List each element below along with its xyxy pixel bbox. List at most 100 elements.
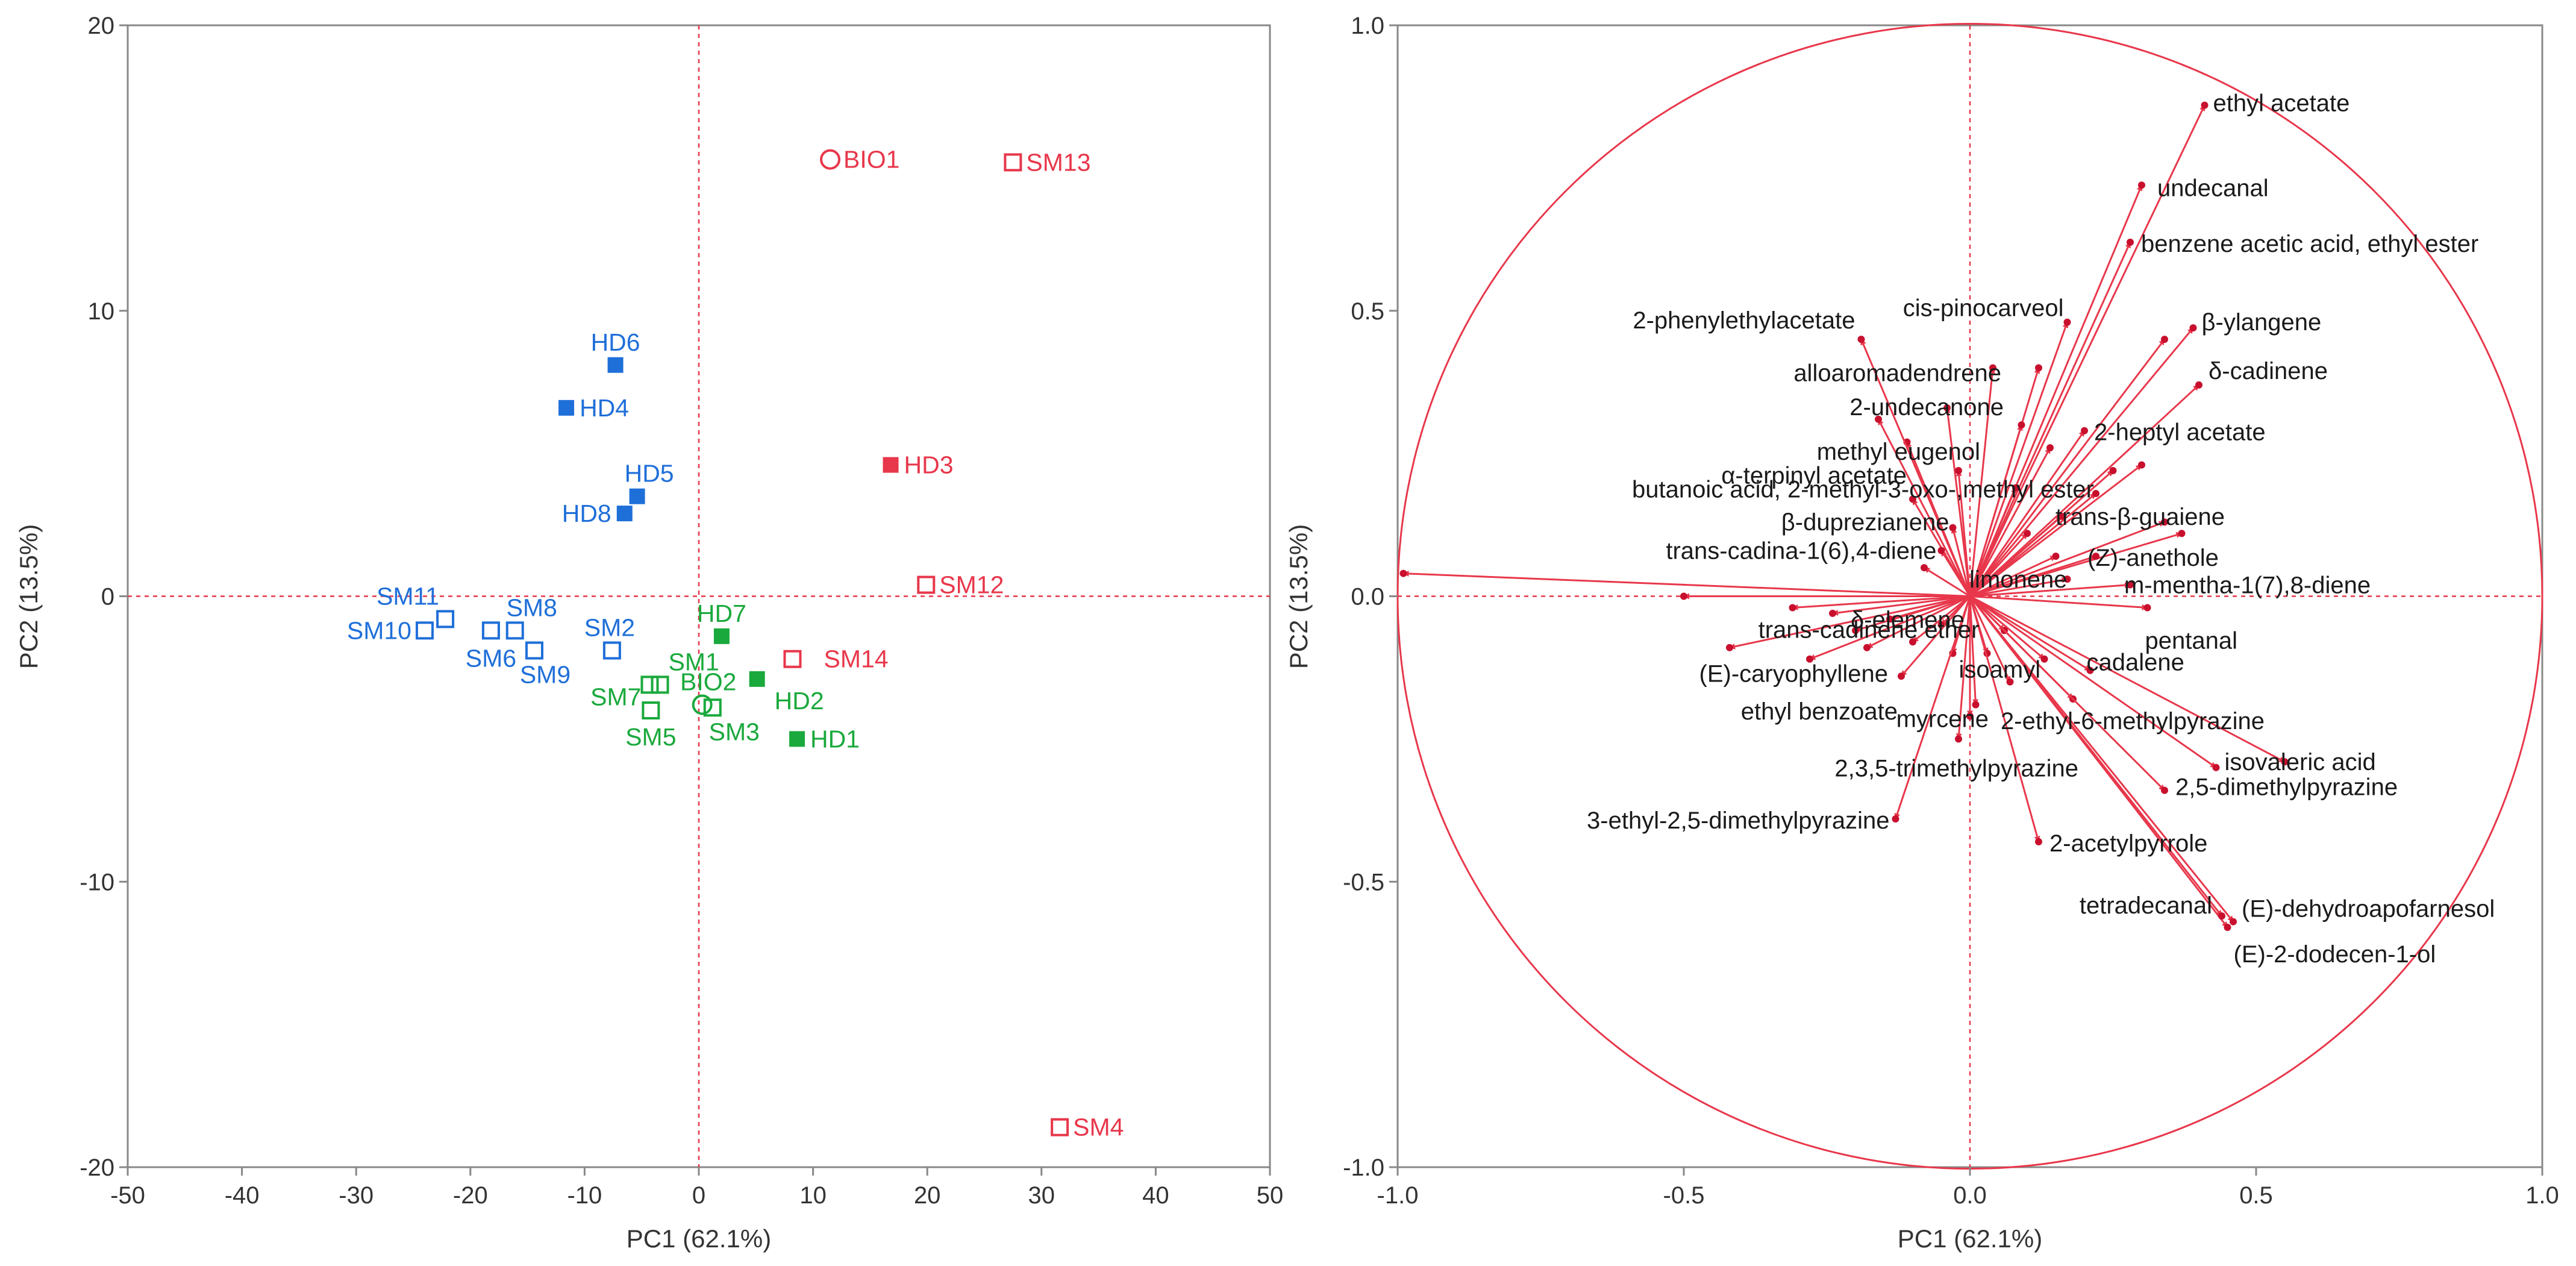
loading-vector-isovaleric-acid-tip — [2212, 763, 2220, 771]
loading-label-2-ethyl-6-methylpyrazine: 2-ethyl-6-methylpyrazine — [2001, 708, 2265, 735]
loading-label-trans-cadina-1-6-4-diene: trans-cadina-1(6),4-diene — [1666, 538, 1936, 565]
loading-vector-17-tip — [1852, 627, 1859, 635]
scores-x-tick-label: -10 — [567, 1182, 602, 1209]
point-sm2-label: SM2 — [584, 614, 635, 642]
loading-label-3-ethyl-2-5-dimethylpyrazine: 3-ethyl-2,5-dimethylpyrazine — [1587, 807, 1889, 834]
loading-vector-e-dehydroapofarnesol — [1969, 595, 2234, 923]
point-hd7-marker — [713, 628, 730, 644]
loading-vector-cis-pinocarveol — [1969, 321, 2069, 597]
loading-label-tetradecanal: tetradecanal — [2080, 892, 2212, 919]
loading-vector-alloaromadendrene-tip — [1989, 364, 1996, 372]
point-hd1-label: HD1 — [810, 725, 860, 753]
loading-label-isoamyl: isoamyl — [1959, 656, 2041, 683]
loading-vector-myrcene — [1955, 596, 1971, 740]
loading-label-2-5-dimethylpyrazine: 2,5-dimethylpyrazine — [2175, 774, 2398, 801]
loading-vector-12 — [1877, 418, 1971, 597]
loading-vector-25-tip — [2040, 655, 2048, 663]
point-sm11-marker — [436, 610, 455, 628]
scores-y-tick-label: -10 — [80, 869, 114, 895]
loading-vector-trans-cadina-1-6-4-diene — [1940, 550, 1971, 597]
loading-label-ylangene: β-ylangene — [2202, 309, 2322, 336]
loading-vector-8-tip — [2109, 467, 2117, 475]
loading-vector-trans-cadina-1-6-4-diene-tip — [1937, 547, 1945, 554]
scores-x-tick-label: 0 — [692, 1182, 705, 1209]
loading-label-terpinyl-acetate: α-terpinyl acetate — [1721, 462, 1907, 489]
loading-vector-2-acetylpyrrole-tip — [2035, 838, 2042, 845]
loading-label-isovaleric-acid: isovaleric acid — [2225, 749, 2376, 776]
loading-vector-18-tip — [1863, 644, 1871, 651]
point-sm7-label: SM7 — [590, 683, 641, 710]
loading-vector-20 — [1729, 595, 1971, 650]
loading-vector-2-3-5-trimethylpyrazine-tip — [1966, 712, 1974, 720]
loading-vector-2-heptyl-acetate — [1969, 430, 2086, 597]
loading-vector-9 — [1969, 447, 2051, 597]
loading-label-z-anethole: (Z)-anethole — [2087, 545, 2219, 571]
point-sm8-label: SM8 — [507, 594, 557, 621]
point-sm11-label: SM11 — [377, 582, 439, 610]
scores-x-tick-label: -40 — [225, 1182, 260, 1209]
loading-vector-18 — [1866, 595, 1971, 649]
point-sm6-marker — [481, 621, 500, 640]
loading-vector-26-tip — [2281, 758, 2289, 766]
loading-vector-2-heptyl-acetate-tip — [2081, 427, 2088, 434]
point-sm7-marker — [640, 675, 659, 694]
loading-label-2-undecanone: 2-undecanone — [1849, 394, 2004, 421]
scores-x-tick-label: 40 — [1142, 1182, 1169, 1209]
loading-vector-pentanal — [1969, 595, 2148, 610]
point-sm8-marker — [505, 621, 524, 640]
loading-vector-20-tip — [1726, 644, 1733, 651]
loading-vector-benzene-acetic-acid-ethyl-ester-tip — [2127, 239, 2134, 246]
scores-x-tick-label: -20 — [453, 1182, 488, 1209]
loadings-vectors — [1399, 101, 2289, 932]
point-bio2-label: BIO2 — [680, 668, 736, 696]
loading-vector-pentanal-tip — [2143, 604, 2151, 612]
point-sm1-label: SM1 — [669, 648, 719, 675]
point-sm3-label: SM3 — [709, 718, 760, 745]
loading-vector-15-tip — [2052, 553, 2060, 560]
loadings-y-tick-label: -1.0 — [1343, 1155, 1384, 1181]
loading-vector-butanoic-acid-2-methyl-3-oxo-methyl-ester-tip — [2012, 484, 2019, 492]
point-hd5-label: HD5 — [625, 460, 674, 487]
loading-vector-15 — [1969, 555, 2057, 597]
scores-points: BIO1 SM13 HD3 SM12 SM14 SM4 HD6 HD4 HD5 HD8 SM11 SM… — [347, 146, 1124, 1141]
loading-vector-cadinene-tip — [2195, 381, 2202, 389]
point-sm13-marker — [1004, 153, 1022, 172]
point-sm5-marker — [642, 701, 660, 719]
point-bio1-marker — [820, 149, 841, 170]
point-hd3-marker — [883, 457, 899, 473]
point-hd6-label: HD6 — [591, 328, 640, 356]
loading-vector-2-phenylethylacetate-tip — [1857, 336, 1865, 343]
scores-y-tick-label: 10 — [88, 298, 115, 325]
loading-vector-ethyl-benzoate — [1900, 595, 1971, 677]
loading-vector-23 — [1889, 595, 1971, 621]
loading-vector-trans-guaiene — [1969, 515, 2062, 597]
loading-vector-14-tip — [2024, 530, 2031, 537]
scores-x-tick-label: -30 — [339, 1182, 374, 1209]
loading-vector-methyl-eugenol — [1955, 470, 1971, 597]
loading-vector-tetradecanal — [1969, 595, 2223, 917]
loading-vector-ethyl-acetate-tip — [2201, 101, 2209, 109]
loading-vector-4-tip — [2178, 530, 2186, 537]
loading-vector-16 — [1924, 566, 1971, 597]
loading-vector-6 — [1969, 339, 2166, 597]
loading-label-e-2-dodecen-1-ol: (E)-2-dodecen-1-ol — [2234, 941, 2436, 968]
scores-x-axis-ticks: -50 -40 -30 -20 -10 0 10 20 30 40 50 — [110, 1167, 1283, 1209]
scores-y-axis-label: PC2 (13.5%) — [14, 524, 43, 669]
loading-label-cadalene: cadalene — [2087, 650, 2184, 676]
loading-vector-m-mentha-1-7-8-diene — [1969, 582, 2131, 597]
loadings-vector-labels: ethyl acetate undecanal benzene acetic aci… — [1587, 90, 2495, 968]
loadings-x-tick-label: 0.0 — [1953, 1182, 1987, 1209]
loading-vector-10-tip — [2092, 489, 2099, 497]
loadings-y-tick-label: 1.0 — [1351, 13, 1384, 39]
loading-vector-ylangene — [1969, 327, 2194, 597]
loading-label-butanoic-acid-2-methyl-3-oxo-methyl-ester: butanoic acid, 2-methyl-3-oxo-,methyl es… — [1632, 476, 2094, 503]
loading-label-trans-guaiene: trans-β-guaiene — [2055, 504, 2225, 530]
scores-x-tick-label: -50 — [110, 1182, 145, 1209]
loadings-x-tick-label: 1.0 — [2525, 1182, 2559, 1209]
loading-vector-undecanal-tip — [2138, 181, 2145, 189]
loading-vector-2-undecanone-tip — [1943, 404, 1951, 412]
loading-vector-m-mentha-1-7-8-diene-tip — [2127, 581, 2134, 589]
loading-label-2-acetylpyrrole: 2-acetylpyrrole — [2049, 830, 2207, 857]
point-sm10-label: SM10 — [347, 616, 411, 644]
loading-vector-isovaleric-acid — [1969, 595, 2217, 768]
